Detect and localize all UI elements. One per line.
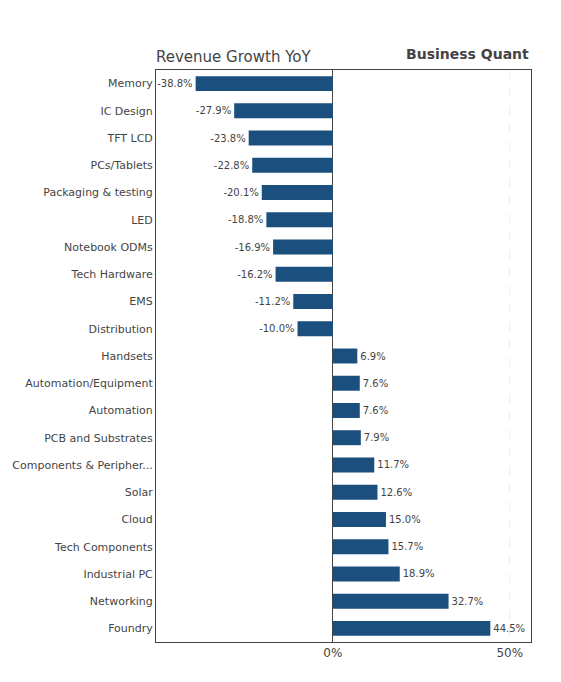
svg-text:18.9%: 18.9% — [403, 568, 435, 579]
svg-text:Revenue Growth YoY: Revenue Growth YoY — [156, 48, 312, 66]
svg-text:7.6%: 7.6% — [363, 378, 388, 389]
svg-text:50%: 50% — [496, 646, 523, 660]
svg-text:PCs/Tablets: PCs/Tablets — [91, 159, 154, 172]
svg-text:-38.8%: -38.8% — [157, 78, 192, 89]
svg-text:Automation: Automation — [89, 404, 153, 417]
svg-text:7.9%: 7.9% — [364, 432, 389, 443]
svg-text:-11.2%: -11.2% — [255, 296, 290, 307]
svg-text:-16.9%: -16.9% — [235, 242, 270, 253]
svg-text:11.7%: 11.7% — [377, 459, 409, 470]
svg-text:IC Design: IC Design — [100, 105, 152, 118]
svg-text:32.7%: 32.7% — [452, 596, 484, 607]
svg-text:-27.9%: -27.9% — [196, 105, 231, 116]
svg-text:12.6%: 12.6% — [380, 487, 412, 498]
svg-text:TFT LCD: TFT LCD — [106, 132, 152, 145]
svg-text:Distribution: Distribution — [89, 323, 153, 336]
svg-text:LED: LED — [131, 214, 153, 227]
svg-text:Packaging & testing: Packaging & testing — [43, 186, 153, 199]
svg-text:Foundry: Foundry — [108, 622, 153, 635]
svg-text:-22.8%: -22.8% — [214, 160, 249, 171]
svg-text:-10.0%: -10.0% — [259, 323, 294, 334]
svg-text:Components & Peripher...: Components & Peripher... — [12, 459, 152, 472]
svg-text:0%: 0% — [323, 646, 342, 660]
svg-text:Cloud: Cloud — [121, 513, 152, 526]
svg-text:-18.8%: -18.8% — [228, 214, 263, 225]
svg-text:-16.2%: -16.2% — [237, 269, 272, 280]
svg-text:Memory: Memory — [108, 77, 153, 90]
svg-text:Industrial PC: Industrial PC — [83, 568, 153, 581]
svg-text:-23.8%: -23.8% — [210, 133, 245, 144]
svg-text:15.0%: 15.0% — [389, 514, 421, 525]
svg-text:Business Quant: Business Quant — [406, 46, 529, 62]
svg-text:-20.1%: -20.1% — [223, 187, 258, 198]
svg-text:6.9%: 6.9% — [360, 351, 385, 362]
svg-text:7.6%: 7.6% — [363, 405, 388, 416]
svg-text:15.7%: 15.7% — [391, 541, 423, 552]
svg-text:Solar: Solar — [125, 486, 154, 499]
svg-text:Handsets: Handsets — [101, 350, 153, 363]
svg-text:Tech Components: Tech Components — [54, 541, 153, 554]
svg-text:Notebook ODMs: Notebook ODMs — [64, 241, 153, 254]
svg-text:PCB and Substrates: PCB and Substrates — [44, 432, 153, 445]
svg-text:Tech Hardware: Tech Hardware — [71, 268, 153, 281]
svg-text:Automation/Equipment: Automation/Equipment — [25, 377, 153, 390]
svg-text:Networking: Networking — [90, 595, 153, 608]
svg-text:44.5%: 44.5% — [493, 623, 525, 634]
svg-text:EMS: EMS — [129, 295, 152, 308]
